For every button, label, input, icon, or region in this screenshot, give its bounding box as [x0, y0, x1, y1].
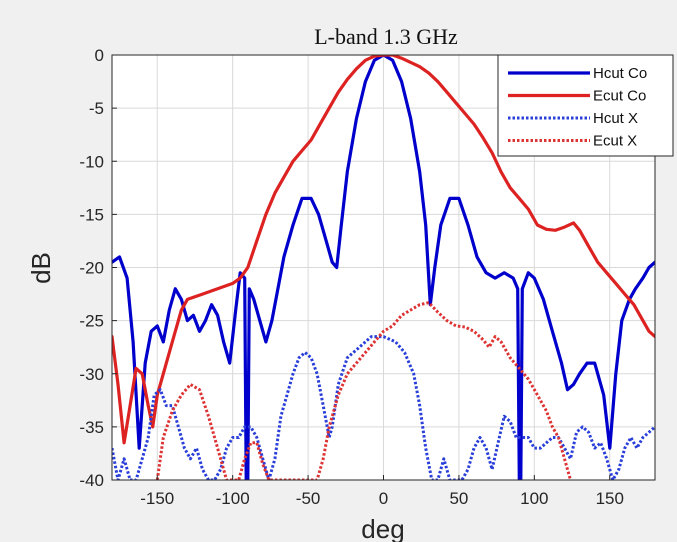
series-line-2 — [112, 55, 655, 445]
y-tick-label: 0 — [95, 46, 104, 65]
chart-title: L-band 1.3 GHz — [314, 24, 458, 49]
series-layer — [112, 55, 655, 480]
series-line-1 — [112, 55, 655, 480]
legend-entry-label: Ecut X — [593, 133, 637, 150]
y-axis-label: dB — [26, 252, 56, 284]
y-tick-label: -30 — [79, 365, 104, 384]
x-axis-ticks: -150 -100 -50 0 50 100 150 — [140, 475, 624, 508]
legend: Hcut Co Ecut Co Hcut X Ecut X — [497, 54, 674, 157]
x-tick-label: -100 — [216, 489, 250, 508]
x-tick-label: 150 — [596, 489, 624, 508]
x-tick-label: -50 — [296, 489, 321, 508]
grid-lines — [112, 54, 655, 481]
x-tick-label: 100 — [520, 489, 548, 508]
y-axis-ticks: 0 -5 -10 -15 -20 -25 -30 -35 -40 — [79, 46, 117, 490]
x-tick-label: 50 — [449, 489, 468, 508]
y-tick-label: -10 — [79, 152, 104, 171]
legend-entry-label: Hcut X — [593, 110, 638, 127]
x-axis-label: deg — [361, 514, 404, 542]
legend-entry-label: Hcut Co — [593, 65, 647, 82]
series-line-3 — [112, 335, 655, 480]
y-tick-label: -15 — [79, 205, 104, 224]
legend-entry-label: Ecut Co — [593, 88, 646, 105]
y-tick-label: -20 — [79, 259, 104, 278]
y-tick-label: -40 — [79, 471, 104, 490]
y-tick-label: -35 — [79, 418, 104, 437]
x-tick-label: 0 — [379, 489, 388, 508]
y-tick-label: -25 — [79, 312, 104, 331]
y-tick-label: -5 — [89, 99, 104, 118]
x-tick-label: -150 — [140, 489, 174, 508]
